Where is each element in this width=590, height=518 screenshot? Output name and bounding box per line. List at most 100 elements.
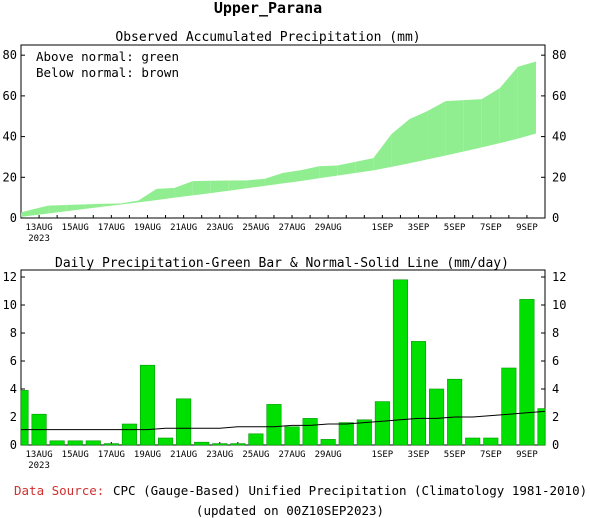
data-source-label: Data Source: [14, 483, 104, 498]
accum-diff-area [138, 188, 157, 203]
accum-xtick-label: 21AUG [170, 223, 197, 233]
daily-chart: 0 0 2 2 4 4 6 6 8 8 10 10 12 12 13AUG 15AUG 17AUG 19AUG 21… [3, 269, 566, 471]
accum-ytick-label-left: 40 [3, 130, 17, 144]
daily-bar [374, 401, 390, 446]
daily-ytick-label-right: 10 [552, 298, 566, 312]
daily-bar [20, 390, 29, 446]
daily-ytick-label-right: 12 [552, 270, 566, 284]
accum-ytick-label-right: 60 [552, 89, 566, 103]
accum-diff-area [301, 166, 320, 181]
daily-bar [103, 443, 119, 446]
daily-bar [501, 367, 517, 446]
accum-diff-area [102, 203, 121, 207]
accum-ytick-label-right: 0 [552, 211, 559, 225]
accum-ytick-label-right: 40 [552, 130, 566, 144]
daily-ytick-label-left: 6 [10, 354, 17, 368]
accum-ytick-label-left: 60 [3, 89, 17, 103]
daily-frame [20, 269, 546, 446]
daily-ytick-label-right: 6 [552, 354, 559, 368]
legend-above-normal: Above normal: green [36, 49, 179, 64]
accum-diff-area [210, 180, 229, 194]
accum-diff-area [264, 172, 283, 186]
accum-diff-area [174, 181, 193, 198]
accum-xtick-label: 5SEP [444, 223, 466, 233]
accum-xtick-label: 3SEP [408, 223, 430, 233]
accum-diff-area [337, 161, 356, 176]
accum-diff-area [30, 205, 49, 216]
daily-bar [67, 440, 83, 446]
daily-ytick-label-left: 8 [10, 326, 17, 340]
daily-normal-line [21, 410, 546, 431]
accum-diff-area [156, 187, 175, 201]
legend-below-normal: Below normal: brown [36, 65, 179, 80]
accum-diff-area [84, 203, 103, 210]
daily-bar [194, 441, 210, 446]
daily-ytick-label-right: 8 [552, 326, 559, 340]
accum-diff-area [373, 134, 392, 171]
daily-bar [429, 388, 445, 446]
daily-bar [212, 443, 228, 446]
daily-bar [230, 443, 246, 446]
data-source-text: CPC (Gauge-Based) Unified Precipitation … [113, 483, 587, 498]
daily-xtick-label: 5SEP [444, 450, 466, 460]
daily-bar [85, 440, 101, 446]
daily-xtick-label: 27AUG [278, 450, 305, 460]
accum-diff-area [427, 101, 446, 160]
daily-bar [320, 439, 336, 446]
daily-bar [248, 433, 264, 446]
daily-bar [519, 299, 535, 446]
accum-ytick-label-right: 80 [552, 48, 566, 62]
accum-diff-area [499, 66, 518, 144]
accum-xtick-label: 15AUG [62, 223, 89, 233]
accum-diff-area [48, 204, 67, 214]
accum-xtick-label: 1SEP [372, 223, 394, 233]
accum-chart: 0 0 20 20 40 40 60 60 80 80 13AUG 15AUG 17AUG 19AUG 21… [3, 44, 566, 244]
daily-bar [392, 279, 408, 446]
daily-bar [49, 440, 65, 446]
accum-diff-area [355, 158, 374, 174]
accum-diff-area [283, 170, 302, 184]
accum-diff-area [517, 61, 536, 139]
daily-xtick-label: 29AUG [315, 450, 342, 460]
daily-ytick-label-left: 4 [10, 382, 17, 396]
daily-xtick-label: 1SEP [372, 450, 394, 460]
daily-bar [302, 418, 318, 446]
accum-xtick-label: 19AUG [134, 223, 161, 233]
accum-xtick-label: 7SEP [480, 223, 502, 233]
daily-xtick-label: 15AUG [62, 450, 89, 460]
daily-xtick-label: 3SEP [408, 450, 430, 460]
daily-bar [266, 404, 282, 446]
daily-bar [483, 437, 499, 446]
daily-ytick-label-right: 2 [552, 410, 559, 424]
accum-diff-area [21, 210, 31, 217]
updated-text: (updated on 00Z10SEP2023) [196, 503, 384, 518]
accum-xtick-label: 17AUG [98, 223, 125, 233]
accum-xtick-label: 27AUG [278, 223, 305, 233]
accum-ytick-label-left: 0 [10, 211, 17, 225]
daily-bar [537, 408, 546, 446]
accum-ytick-label-left: 80 [3, 48, 17, 62]
accum-diff-area [463, 99, 482, 152]
daily-xtick-label: 23AUG [206, 450, 233, 460]
daily-bar [447, 378, 463, 446]
accum-diff-area [246, 178, 265, 189]
accum-chart-title: Observed Accumulated Precipitation (mm) [115, 30, 420, 45]
accum-xtick-label: 29AUG [315, 223, 342, 233]
daily-bar [284, 426, 300, 446]
daily-ytick-label-left: 0 [10, 438, 17, 452]
accum-xtick-label: 13AUG [26, 223, 53, 233]
accum-diff-area [391, 119, 410, 167]
daily-year-label: 2023 [28, 461, 50, 471]
daily-xtick-label: 21AUG [170, 450, 197, 460]
accum-xtick-label: 9SEP [516, 223, 538, 233]
accum-xtick-label: 25AUG [242, 223, 269, 233]
accum-xtick-label: 23AUG [206, 223, 233, 233]
accum-diff-area [66, 204, 85, 212]
daily-ytick-label-left: 12 [3, 270, 17, 284]
daily-xtick-label: 7SEP [480, 450, 502, 460]
daily-bar [176, 398, 192, 446]
daily-xtick-label: 17AUG [98, 450, 125, 460]
page-title: Upper_Parana [214, 0, 322, 17]
accum-diff-area [228, 180, 247, 191]
